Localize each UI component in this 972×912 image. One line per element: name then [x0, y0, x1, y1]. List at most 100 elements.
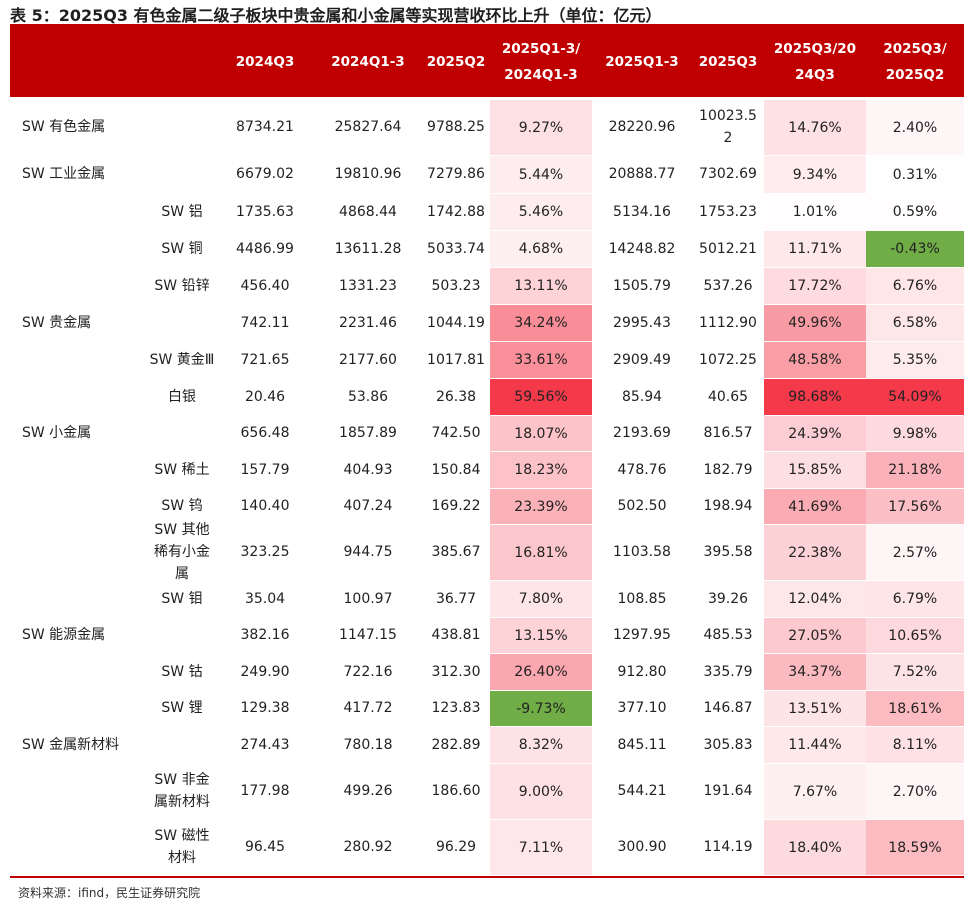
table-cell: 123.83 — [431, 700, 481, 716]
table-row: SW 小金属 656.48 1857.89 742.50 18.07% 2193.69 81… — [10, 415, 964, 451]
table-cell: 6.58% — [866, 304, 964, 341]
row-label-level2: SW 磁性材料 — [154, 828, 210, 866]
table-cell: 2995.43 — [613, 314, 671, 331]
column-header: 2025Q2 — [426, 53, 486, 70]
table-cell: 8.11% — [866, 726, 964, 763]
table-cell: 2193.69 — [613, 425, 671, 441]
table-cell: 1331.23 — [339, 277, 397, 294]
table-cell: -0.43% — [866, 230, 964, 267]
table-cell: 7.80% — [490, 580, 592, 617]
table-row: SW 磁性材料 96.45 280.92 96.29 7.11% 300.90 114.19… — [10, 819, 964, 875]
table-cell: 191.64 — [703, 783, 753, 799]
table-row: SW 钼 35.04 100.97 36.77 7.80% 108.85 39.26 12.0… — [10, 580, 964, 617]
table-cell: 59.56% — [490, 378, 592, 415]
table-cell: 1044.19 — [427, 314, 485, 331]
table-cell: 98.68% — [764, 378, 866, 415]
row-label-level2 — [144, 617, 220, 653]
table-cell: 1.01% — [764, 193, 866, 230]
table-cell: 35.04 — [244, 590, 286, 607]
table-row: SW 贵金属 742.11 2231.46 1044.19 34.24% 2995.43 1… — [10, 304, 964, 341]
table-cell: 1505.79 — [613, 277, 671, 294]
table-cell: 100.97 — [343, 590, 393, 607]
table-cell: 96.45 — [244, 839, 286, 855]
row-label-level2 — [144, 155, 220, 193]
column-header: 2025Q1-3/ 2024Q1-3 — [501, 40, 581, 83]
table-cell: 20888.77 — [608, 166, 676, 182]
row-label-level2: SW 锂 — [161, 700, 203, 716]
table-cell: 157.79 — [240, 461, 290, 478]
table-row: SW 金属新材料 274.43 780.18 282.89 8.32% 845.11 305… — [10, 726, 964, 763]
table-cell: 2.70% — [866, 763, 964, 819]
table-cell: 198.94 — [703, 498, 753, 514]
table-cell: 5012.21 — [699, 240, 757, 257]
table-cell: 7279.86 — [427, 166, 485, 182]
table-cell: 312.30 — [431, 663, 481, 680]
table-cell: 721.65 — [240, 351, 290, 368]
row-label-level2: SW 钨 — [161, 498, 203, 514]
table-cell: 140.40 — [240, 498, 290, 514]
table-cell: 282.89 — [431, 736, 481, 753]
table-cell: 22.38% — [764, 524, 866, 580]
table-cell: 18.40% — [764, 819, 866, 875]
table-cell: 5.46% — [490, 193, 592, 230]
table-cell: 274.43 — [240, 736, 290, 753]
table-cell: 13.51% — [764, 690, 866, 726]
table-cell: 54.09% — [866, 378, 964, 415]
row-label-level2: SW 其他稀有小金属 — [154, 522, 210, 582]
row-label-level1: SW 小金属 — [22, 425, 92, 441]
table-cell: 25827.64 — [334, 119, 402, 135]
table-row: SW 有色金属 8734.21 25827.64 9788.25 9.27% 28220.… — [10, 99, 964, 155]
header-separator — [10, 97, 964, 99]
table-row: SW 锂 129.38 417.72 123.83 -9.73% 377.10 146.87… — [10, 690, 964, 726]
table-cell: 385.67 — [431, 544, 481, 560]
table-cell: 40.65 — [707, 388, 749, 405]
row-label-level2: SW 钼 — [161, 590, 203, 607]
row-label-level1: SW 贵金属 — [22, 314, 92, 331]
table-cell: 249.90 — [240, 663, 290, 680]
table-cell: 1742.88 — [427, 203, 485, 220]
table-cell: 742.50 — [431, 425, 481, 441]
table-cell: 9.00% — [490, 763, 592, 819]
table-cell: 182.79 — [703, 461, 753, 478]
table-cell: 6679.02 — [236, 166, 294, 182]
table-cell: 14.76% — [764, 99, 866, 155]
table-cell: 6.76% — [866, 267, 964, 304]
table-cell: 544.21 — [617, 783, 667, 799]
table-cell: 2909.49 — [613, 351, 671, 368]
table-cell: 4486.99 — [236, 240, 294, 257]
table-cell: 6.79% — [866, 580, 964, 617]
table-row: SW 铝 1735.63 4868.44 1742.88 5.46% 5134.16 175… — [10, 193, 964, 230]
table-row: SW 稀土 157.79 404.93 150.84 18.23% 478.76 182.7… — [10, 451, 964, 488]
table-cell: 656.48 — [240, 425, 290, 441]
table-cell: 912.80 — [617, 663, 667, 680]
table-cell: 10023.52 — [699, 108, 757, 146]
table-cell: 13611.28 — [334, 240, 402, 257]
row-label-level2: SW 稀土 — [154, 461, 210, 478]
row-label-level1: SW 有色金属 — [22, 119, 106, 135]
table-cell: -9.73% — [490, 690, 592, 726]
table-cell: 41.69% — [764, 488, 866, 524]
table-cell: 407.24 — [343, 498, 393, 514]
table-cell: 13.15% — [490, 617, 592, 653]
table-cell: 9.34% — [764, 155, 866, 193]
table-row: SW 其他稀有小金属 323.25 944.75 385.67 16.81% 1103.5… — [10, 522, 964, 582]
row-label-level2: 白银 — [168, 388, 196, 405]
table-cell: 485.53 — [703, 627, 753, 643]
row-label-level2 — [144, 726, 220, 763]
column-header: 2025Q3/ 2025Q2 — [883, 40, 947, 83]
table-cell: 8.32% — [490, 726, 592, 763]
table-cell: 5.35% — [866, 341, 964, 378]
table-cell: 395.58 — [703, 544, 753, 560]
table-row: SW 工业金属 6679.02 19810.96 7279.86 5.44% 20888.… — [10, 155, 964, 193]
table-cell: 5.44% — [490, 155, 592, 193]
column-header: 2025Q3 — [698, 53, 758, 70]
table-bottom-rule — [10, 876, 964, 878]
table-cell: 2.40% — [866, 99, 964, 155]
source-note: 资料来源：ifind，民生证券研究院 — [18, 886, 201, 900]
table-cell: 14248.82 — [608, 240, 676, 257]
table-cell: 499.26 — [343, 783, 393, 799]
table-cell: 13.11% — [490, 267, 592, 304]
table-cell: 1297.95 — [613, 627, 671, 643]
table-cell: 18.07% — [490, 415, 592, 451]
table-cell: 300.90 — [617, 839, 667, 855]
